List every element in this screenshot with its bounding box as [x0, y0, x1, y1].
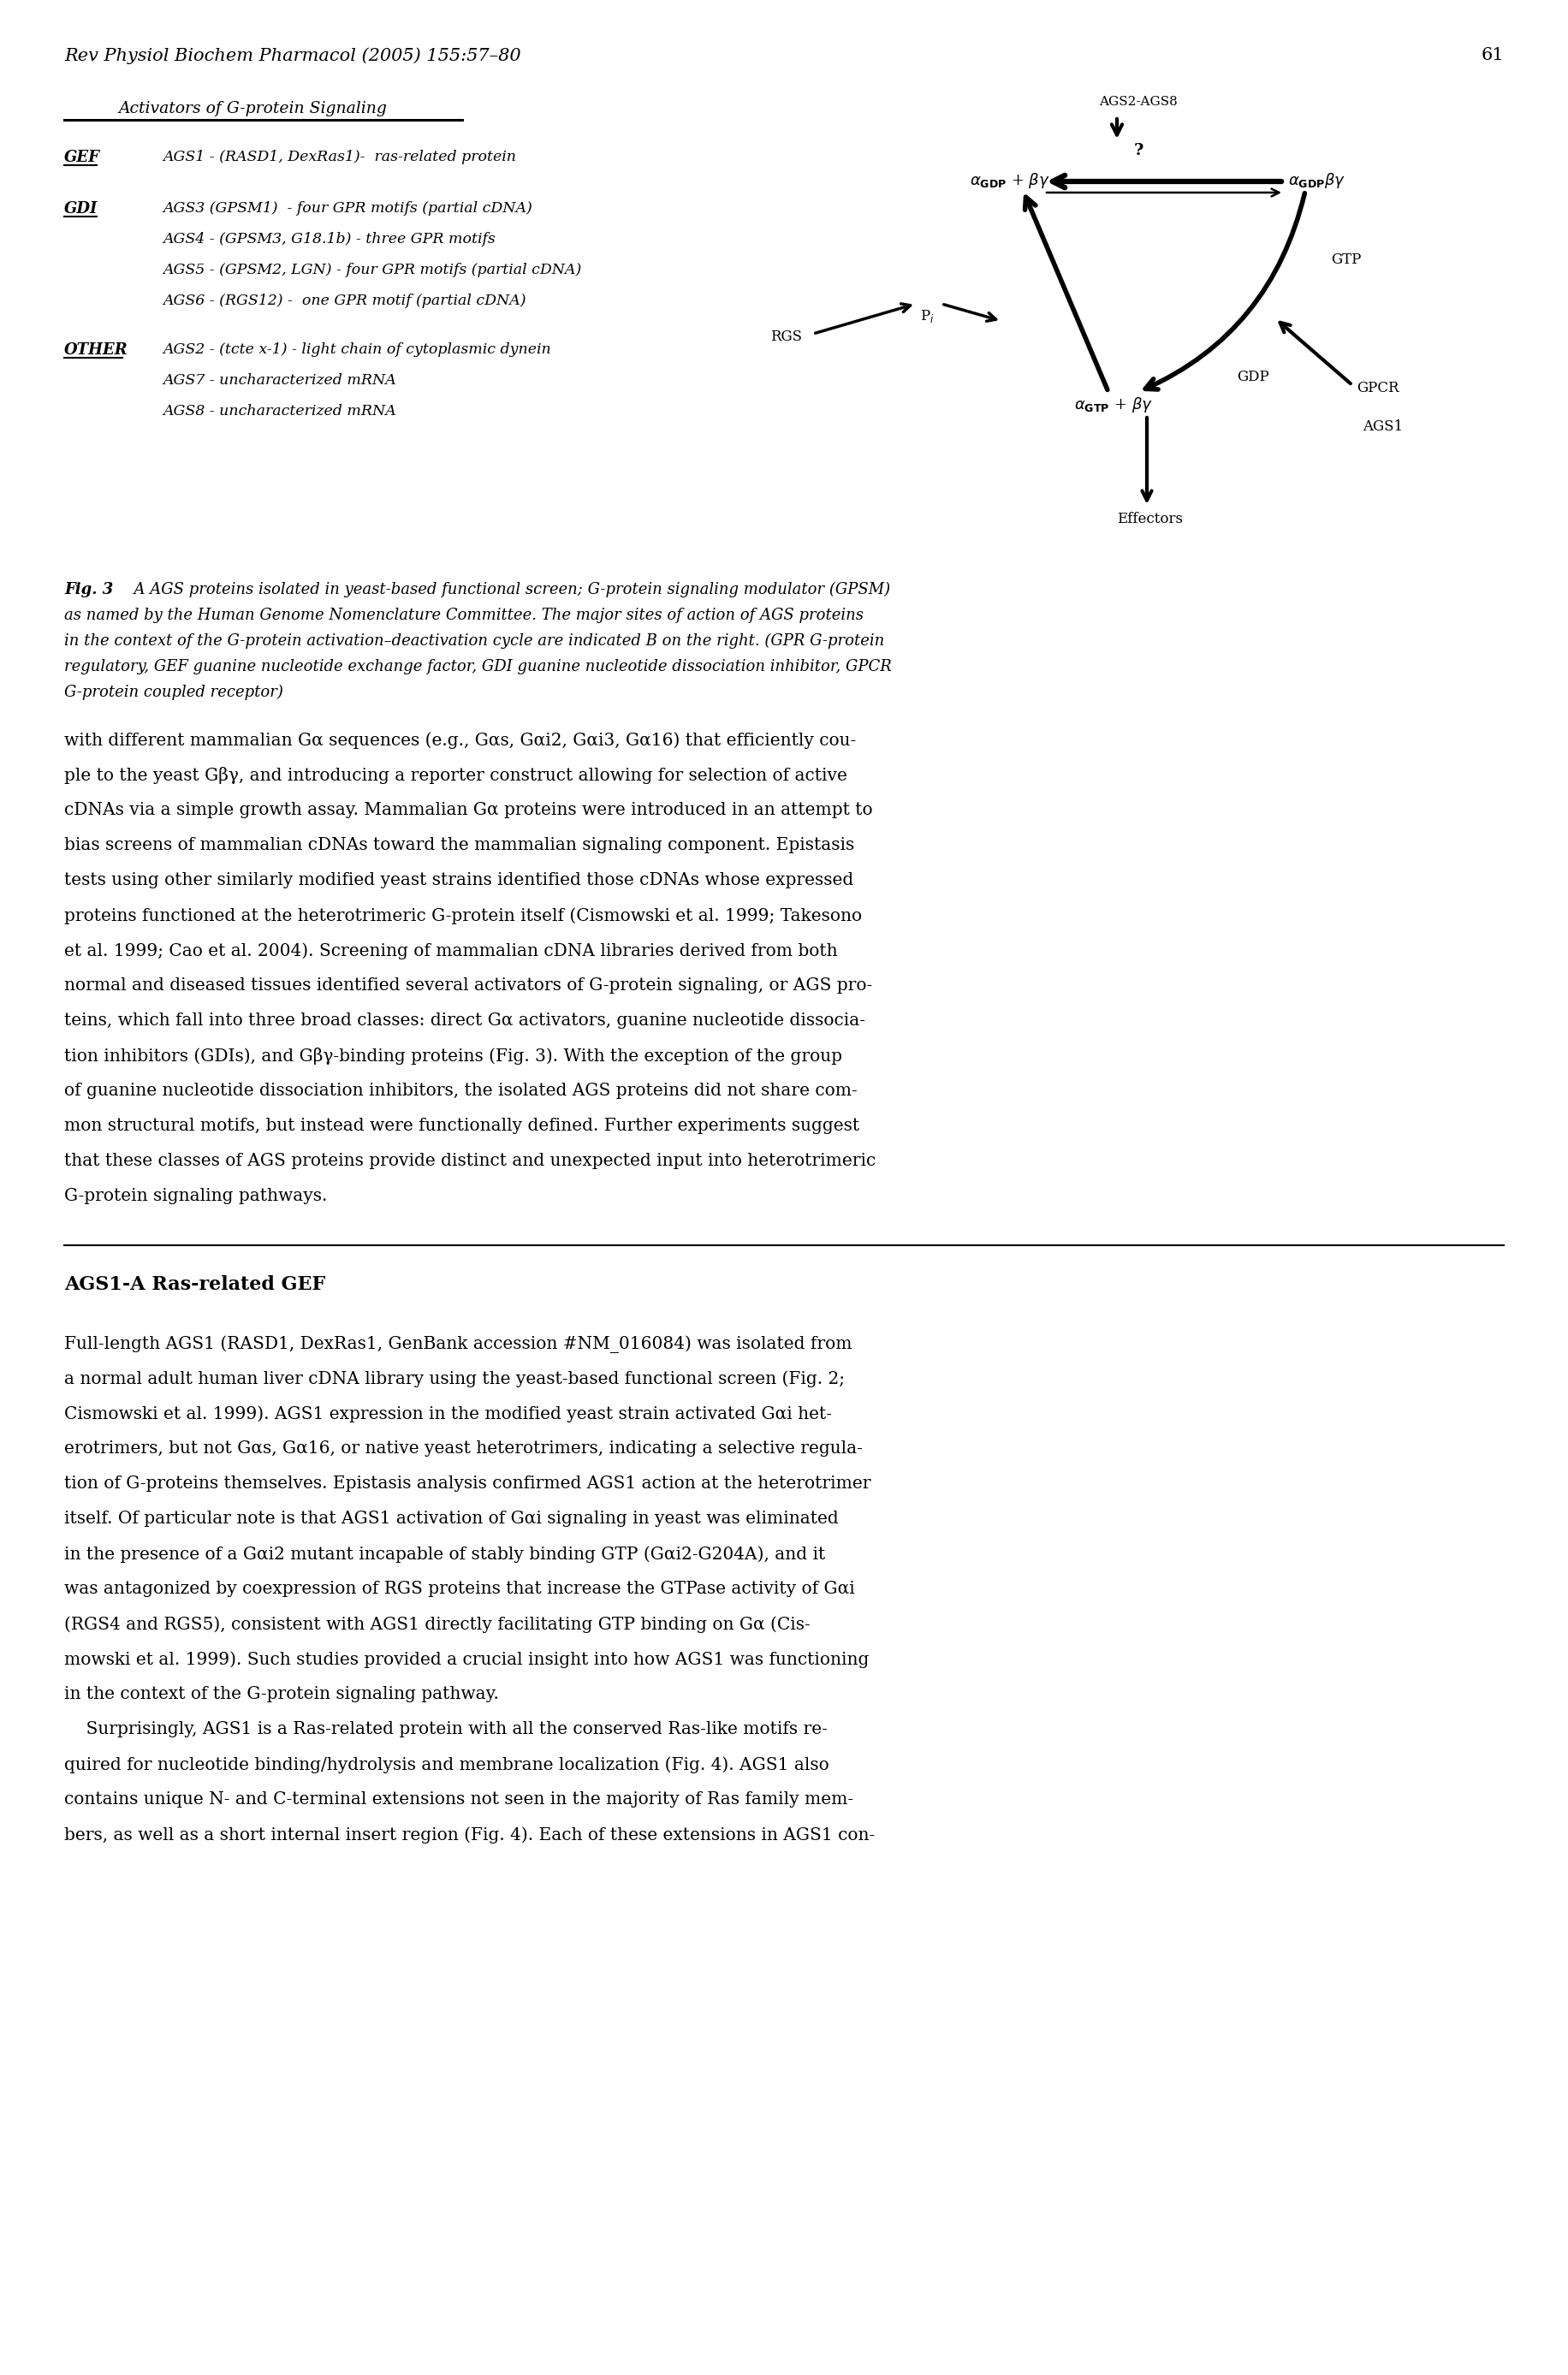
Text: GDI: GDI — [64, 202, 97, 216]
Text: GTP: GTP — [1331, 252, 1361, 266]
Text: tion inhibitors (GDIs), and Gβγ-binding proteins (Fig. 3). With the exception of: tion inhibitors (GDIs), and Gβγ-binding … — [64, 1047, 842, 1064]
Text: (RGS4 and RGS5), consistent with AGS1 directly facilitating GTP binding on Gα (C: (RGS4 and RGS5), consistent with AGS1 di… — [64, 1615, 811, 1632]
Text: itself. Of particular note is that AGS1 activation of Gαi signaling in yeast was: itself. Of particular note is that AGS1 … — [64, 1511, 839, 1527]
Text: OTHER: OTHER — [64, 342, 129, 359]
Text: as named by the Human Genome Nomenclature Committee. The major sites of action o: as named by the Human Genome Nomenclatur… — [64, 608, 864, 622]
Text: ple to the yeast Gβγ, and introducing a reporter construct allowing for selectio: ple to the yeast Gβγ, and introducing a … — [64, 767, 847, 784]
Text: contains unique N- and C-terminal extensions not seen in the majority of Ras fam: contains unique N- and C-terminal extens… — [64, 1791, 853, 1807]
Text: Activators of G-protein Signaling: Activators of G-protein Signaling — [118, 102, 387, 116]
Text: quired for nucleotide binding/hydrolysis and membrane localization (Fig. 4). AGS: quired for nucleotide binding/hydrolysis… — [64, 1755, 829, 1774]
Text: Full-length AGS1 (RASD1, DexRas1, GenBank accession #NM_016084) was isolated fro: Full-length AGS1 (RASD1, DexRas1, GenBan… — [64, 1335, 851, 1354]
Text: with different mammalian Gα sequences (e.g., Gαs, Gαi2, Gαi3, Gα16) that efficie: with different mammalian Gα sequences (e… — [64, 732, 856, 748]
Text: GEF: GEF — [64, 150, 100, 166]
Text: in the presence of a Gαi2 mutant incapable of stably binding GTP (Gαi2-G204A), a: in the presence of a Gαi2 mutant incapab… — [64, 1546, 825, 1563]
Text: P$_i$: P$_i$ — [920, 309, 935, 325]
Text: mowski et al. 1999). Such studies provided a crucial insight into how AGS1 was f: mowski et al. 1999). Such studies provid… — [64, 1651, 869, 1667]
Text: G-protein coupled receptor): G-protein coupled receptor) — [64, 684, 284, 701]
Text: in the context of the G-protein activation–deactivation cycle are indicated B on: in the context of the G-protein activati… — [64, 634, 884, 648]
Text: Rev Physiol Biochem Pharmacol (2005) 155:57–80: Rev Physiol Biochem Pharmacol (2005) 155… — [64, 48, 521, 64]
Text: $\alpha_{\bf GDP}$ + $\beta\gamma$: $\alpha_{\bf GDP}$ + $\beta\gamma$ — [969, 171, 1051, 190]
Text: A AGS proteins isolated in yeast-based functional screen; G-protein signaling mo: A AGS proteins isolated in yeast-based f… — [124, 582, 891, 599]
Text: teins, which fall into three broad classes: direct Gα activators, guanine nucleo: teins, which fall into three broad class… — [64, 1012, 866, 1028]
Text: cDNAs via a simple growth assay. Mammalian Gα proteins were introduced in an att: cDNAs via a simple growth assay. Mammali… — [64, 803, 873, 819]
Text: mon structural motifs, but instead were functionally defined. Further experiment: mon structural motifs, but instead were … — [64, 1119, 859, 1133]
Text: erotrimers, but not Gαs, Gα16, or native yeast heterotrimers, indicating a selec: erotrimers, but not Gαs, Gα16, or native… — [64, 1439, 862, 1456]
Text: et al. 1999; Cao et al. 2004). Screening of mammalian cDNA libraries derived fro: et al. 1999; Cao et al. 2004). Screening… — [64, 943, 837, 960]
Text: ?: ? — [1134, 142, 1143, 159]
Text: was antagonized by coexpression of RGS proteins that increase the GTPase activit: was antagonized by coexpression of RGS p… — [64, 1582, 855, 1596]
Text: GPCR: GPCR — [1356, 380, 1399, 394]
Text: Cismowski et al. 1999). AGS1 expression in the modified yeast strain activated G: Cismowski et al. 1999). AGS1 expression … — [64, 1406, 833, 1423]
Text: AGS2-AGS8: AGS2-AGS8 — [1099, 95, 1178, 107]
Text: AGS6 - (RGS12) -  one GPR motif (partial cDNA): AGS6 - (RGS12) - one GPR motif (partial … — [163, 295, 525, 309]
Text: AGS7 - uncharacterized mRNA: AGS7 - uncharacterized mRNA — [163, 373, 397, 387]
Text: bers, as well as a short internal insert region (Fig. 4). Each of these extensio: bers, as well as a short internal insert… — [64, 1826, 875, 1843]
Text: regulatory, GEF guanine nucleotide exchange factor, GDI guanine nucleotide disso: regulatory, GEF guanine nucleotide excha… — [64, 658, 892, 674]
Text: $\alpha_{\bf GTP}$ + $\beta\gamma$: $\alpha_{\bf GTP}$ + $\beta\gamma$ — [1074, 394, 1152, 413]
Text: AGS5 - (GPSM2, LGN) - four GPR motifs (partial cDNA): AGS5 - (GPSM2, LGN) - four GPR motifs (p… — [163, 264, 582, 278]
Text: Effectors: Effectors — [1116, 511, 1182, 527]
Text: a normal adult human liver cDNA library using the yeast-based functional screen : a normal adult human liver cDNA library … — [64, 1370, 845, 1387]
Text: Surprisingly, AGS1 is a Ras-related protein with all the conserved Ras-like moti: Surprisingly, AGS1 is a Ras-related prot… — [64, 1722, 828, 1738]
Text: normal and diseased tissues identified several activators of G-protein signaling: normal and diseased tissues identified s… — [64, 978, 872, 993]
Text: AGS1 - (RASD1, DexRas1)-  ras-related protein: AGS1 - (RASD1, DexRas1)- ras-related pro… — [163, 150, 516, 164]
Text: AGS1-A Ras-related GEF: AGS1-A Ras-related GEF — [64, 1275, 326, 1294]
Text: $\alpha_{\bf GDP}$$\beta\gamma$: $\alpha_{\bf GDP}$$\beta\gamma$ — [1289, 171, 1345, 190]
Text: AGS8 - uncharacterized mRNA: AGS8 - uncharacterized mRNA — [163, 404, 397, 418]
Text: 61: 61 — [1482, 48, 1504, 64]
Text: AGS4 - (GPSM3, G18.1b) - three GPR motifs: AGS4 - (GPSM3, G18.1b) - three GPR motif… — [163, 233, 495, 247]
Text: proteins functioned at the heterotrimeric G-protein itself (Cismowski et al. 199: proteins functioned at the heterotrimeri… — [64, 907, 862, 924]
Text: tion of G-proteins themselves. Epistasis analysis confirmed AGS1 action at the h: tion of G-proteins themselves. Epistasis… — [64, 1475, 870, 1492]
Text: G-protein signaling pathways.: G-protein signaling pathways. — [64, 1188, 328, 1204]
Text: AGS3 (GPSM1)  - four GPR motifs (partial cDNA): AGS3 (GPSM1) - four GPR motifs (partial … — [163, 202, 532, 216]
Text: RGS: RGS — [770, 330, 801, 344]
Text: of guanine nucleotide dissociation inhibitors, the isolated AGS proteins did not: of guanine nucleotide dissociation inhib… — [64, 1083, 858, 1100]
Text: that these classes of AGS proteins provide distinct and unexpected input into he: that these classes of AGS proteins provi… — [64, 1152, 877, 1168]
Text: in the context of the G-protein signaling pathway.: in the context of the G-protein signalin… — [64, 1686, 499, 1703]
Text: bias screens of mammalian cDNAs toward the mammalian signaling component. Epista: bias screens of mammalian cDNAs toward t… — [64, 836, 855, 853]
Text: tests using other similarly modified yeast strains identified those cDNAs whose : tests using other similarly modified yea… — [64, 872, 853, 888]
Text: AGS1: AGS1 — [1363, 420, 1403, 435]
Text: AGS2 - (tcte x-1) - light chain of cytoplasmic dynein: AGS2 - (tcte x-1) - light chain of cytop… — [163, 342, 550, 356]
Text: Fig. 3: Fig. 3 — [64, 582, 113, 599]
Text: GDP: GDP — [1237, 370, 1269, 385]
